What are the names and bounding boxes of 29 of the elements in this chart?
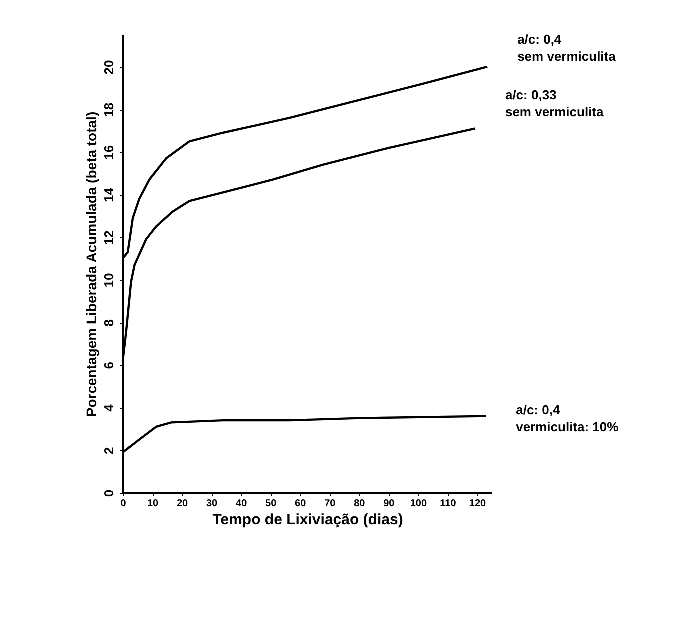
x-tick-label: 110 <box>440 498 457 510</box>
x-tick-label: 90 <box>384 498 396 510</box>
text: a/c: 0,33 sem vermiculita <box>505 88 605 120</box>
x-tick-label: 40 <box>236 498 248 510</box>
text: a/c: 0,4 sem vermiculita <box>518 32 617 64</box>
y-tick-label: 2 <box>102 447 116 455</box>
x-tick-label: 100 <box>410 498 428 510</box>
y-axis-title: Porcentagem Liberada Acumulada (beta total) <box>84 112 100 418</box>
y-tick-label: 0 <box>102 490 116 498</box>
y-tick-label: 18 <box>102 102 116 118</box>
x-tick-label: 120 <box>469 498 487 510</box>
x-tick-label: 30 <box>206 498 218 510</box>
x-tick-label: 0 <box>120 498 127 510</box>
x-tick-label: 10 <box>147 498 160 510</box>
y-tick-label: 10 <box>102 273 116 288</box>
text: a/c: 0,4 vermiculita: 10% <box>516 402 620 434</box>
x-tick-label: 80 <box>354 498 366 510</box>
x-tick-label: 20 <box>176 498 189 510</box>
y-tick-label: 16 <box>102 145 116 160</box>
y-tick-label: 20 <box>102 60 116 75</box>
x-tick-label: 50 <box>266 498 278 510</box>
y-tick-label: 4 <box>102 404 116 412</box>
x-tick-label: 70 <box>324 498 336 510</box>
x-axis-title: Tempo de Lixiviação (dias) <box>212 512 404 528</box>
y-tick-label: 14 <box>102 187 116 202</box>
x-tick-label: 60 <box>295 498 307 510</box>
y-tick-label: 8 <box>102 319 116 327</box>
y-tick-label: 12 <box>102 230 116 246</box>
y-tick-label: 6 <box>102 362 116 370</box>
